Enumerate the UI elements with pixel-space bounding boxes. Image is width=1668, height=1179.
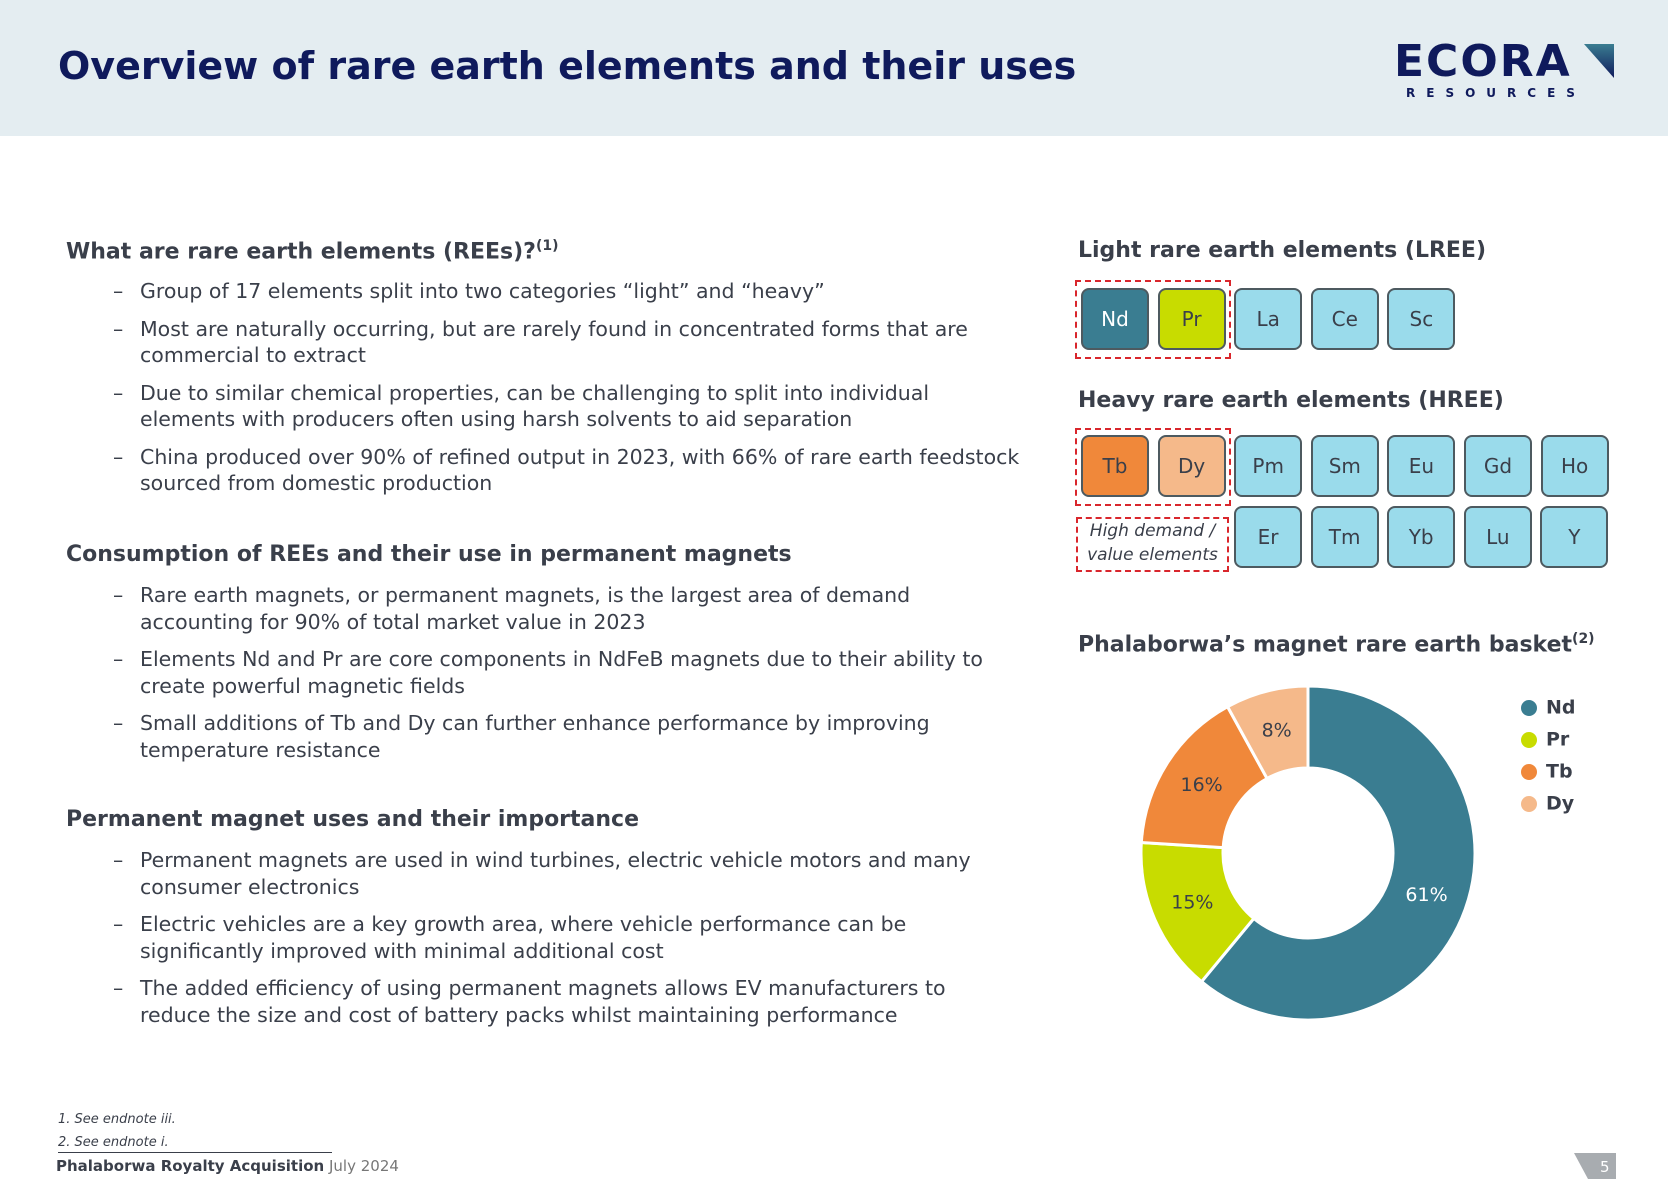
legend-label: Dy [1546,793,1575,815]
heading-note: (1) [535,238,559,254]
bullet-text: Electric vehicles are a key growth area,… [140,912,907,963]
bullet: – China produced over 90% of refined outp… [113,444,1020,497]
logo-mark [1584,44,1614,78]
legend-swatch [1521,700,1537,716]
page-number: 5 [1600,1158,1610,1176]
element-box: Dy [1157,435,1226,497]
bullet-dash: – [113,912,124,936]
section-heading: Permanent magnet uses and their importan… [66,807,639,832]
element-box: Tm [1310,506,1379,568]
element-box: Lu [1463,506,1532,568]
bullet: – Due to similar chemical properties, can… [113,380,1020,433]
element-box: Sc [1387,288,1456,350]
legend-label: Nd [1546,697,1576,719]
heading-text: What are rare earth elements (REEs)? [66,239,536,265]
legend-label: Pr [1546,729,1570,751]
bullet-dash: – [113,444,124,469]
bullet-dash: – [113,711,124,735]
footer-date: July 2024 [328,1157,399,1175]
hree-heading: Heavy rare earth elements (HREE) [1078,388,1504,413]
element-box: Pr [1157,288,1226,350]
donut-slice [1199,684,1477,1022]
bullet: – Electric vehicles are a key growth area… [113,911,1020,964]
slice-label: 15% [1171,892,1213,914]
bullet-text: Most are naturally occurring, but are ra… [140,316,968,368]
bullet-dash: – [113,279,124,303]
legend-swatch [1521,732,1537,748]
highlight [1075,428,1231,506]
page-tab [1574,1153,1616,1179]
highlight [1075,280,1231,359]
bullet: – Most are naturally occurring, but are r… [113,316,1020,369]
bullet: – Small additions of Tb and Dy can furthe… [113,710,1020,763]
footer-name: Phalaborwa Royalty Acquisition [56,1157,325,1175]
element-box: Yb [1387,506,1456,568]
element-box: La [1234,288,1303,350]
bullet-text: Elements Nd and Pr are core components i… [140,647,983,698]
element-box: Eu [1387,435,1456,497]
footnote: 1. See endnote iii. [58,1112,176,1127]
donut-slice [1225,684,1310,781]
footnote: 2. See endnote i. [58,1135,169,1150]
bullet-text: Group of 17 elements split into two cate… [140,279,825,303]
note-line: value elements [1087,545,1218,565]
heading-text: Permanent magnet uses and their importan… [66,807,640,832]
bullet-text: Permanent magnets are used in wind turbi… [140,848,971,899]
header-band [0,0,1668,136]
slice-label: 8% [1262,719,1292,741]
high-demand-note: High demand / value elements [1076,517,1229,572]
bullet-text: Rare earth magnets, or permanent magnets… [140,583,911,634]
legend-swatch [1521,764,1537,780]
lree-heading: Light rare earth elements (LREE) [1078,238,1487,263]
slice-label: 16% [1180,774,1222,796]
logo: ECORA [1394,36,1572,87]
bullet: – Rare earth magnets, or permanent magnet… [113,582,1020,635]
bullet-text: Small additions of Tb and Dy can further… [140,711,930,762]
legend-swatch [1521,796,1537,812]
bullet: – Group of 17 elements split into two cat… [113,278,1020,305]
bullet-text: Due to similar chemical properties, can … [140,380,930,432]
bullet: – Elements Nd and Pr are core components … [113,646,1020,699]
element-box: Pm [1234,435,1303,497]
bullet-dash: – [113,647,124,671]
bullet-dash: – [113,848,124,872]
element-box: Gd [1464,435,1532,497]
element-box: Tb [1081,435,1149,497]
title: Overview of rare earth elements and thei… [58,44,1077,88]
legend-label: Tb [1546,761,1573,783]
chart-title-note: (2) [1572,631,1595,647]
bullet: – Permanent magnets are used in wind turb… [113,847,1020,900]
bullet-dash: – [113,976,124,1000]
slice-label: 61% [1405,884,1447,906]
element-box: Er [1234,506,1302,568]
bullet: – The added efficiency of using permanent… [113,975,1020,1028]
note-line: High demand / [1089,521,1216,541]
heading-text: Consumption of REEs and their use in per… [66,542,792,567]
logo-sub: RESOURCES [1406,86,1586,100]
element-box: Sm [1310,435,1379,497]
element-box: Ho [1540,435,1609,497]
bullet-text: The added efficiency of using permanent … [140,976,946,1027]
bullet-dash: – [113,583,124,607]
chart-title-text: Phalaborwa’s magnet rare earth basket [1078,632,1573,658]
footer: Phalaborwa Royalty Acquisition July 2024 [56,1157,399,1175]
footnote-rule [58,1152,332,1153]
bullet-dash: – [113,316,124,341]
bullet-dash: – [113,380,124,405]
section-heading: What are rare earth elements (REEs)?(1) [66,238,558,264]
element-box: Ce [1310,288,1379,350]
element-box: Y [1540,506,1609,568]
chart-title: Phalaborwa’s magnet rare earth basket(2) [1078,631,1595,657]
bullet-text: China produced over 90% of refined outpu… [140,444,1020,496]
element-box: Nd [1081,288,1149,350]
section-heading: Consumption of REEs and their use in per… [66,542,792,567]
